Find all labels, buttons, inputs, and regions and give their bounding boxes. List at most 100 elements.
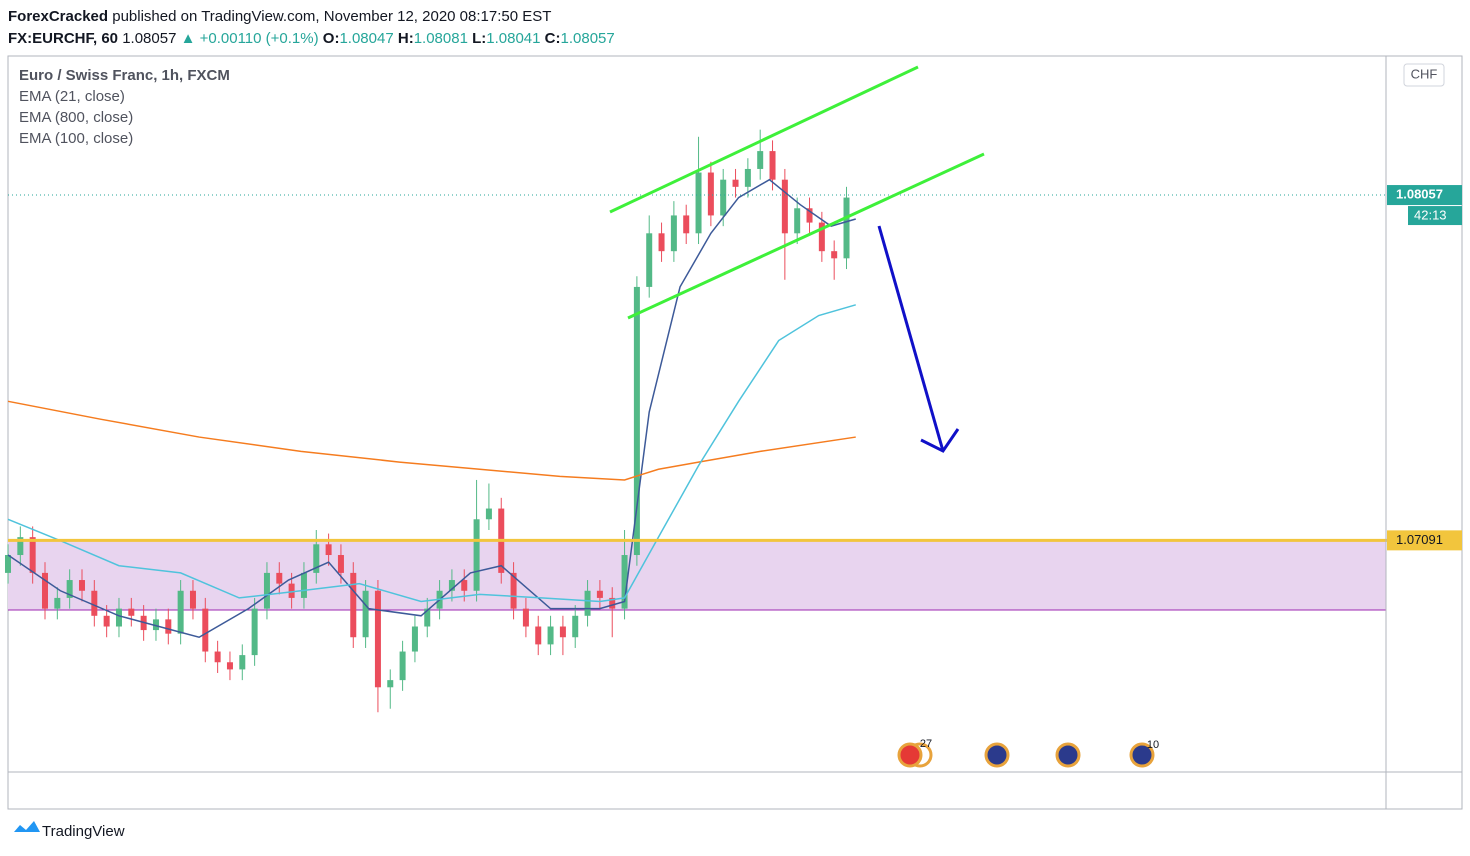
ema-line — [7, 304, 856, 603]
countdown: 42:13 — [1414, 207, 1447, 222]
ohlc-value: 1.08041 — [486, 30, 541, 47]
candle-body — [276, 572, 283, 584]
candle-body — [695, 172, 702, 234]
candle-body — [17, 537, 24, 556]
candle-body — [214, 651, 221, 663]
candle-body — [5, 555, 11, 573]
ohlc-label: H: — [397, 30, 414, 47]
candle-body — [54, 597, 61, 609]
candle-body — [115, 608, 122, 627]
candle-body — [818, 222, 825, 252]
candle-body — [350, 572, 357, 638]
candle-body — [535, 626, 542, 645]
events: 27 10 — [897, 738, 1159, 768]
currency-badge — [1403, 63, 1445, 87]
candle-body — [399, 651, 406, 681]
currency: CHF — [1411, 66, 1438, 81]
candle-body — [658, 233, 665, 252]
candle-body — [510, 572, 517, 609]
candle-body — [91, 590, 98, 616]
candle-body — [263, 572, 270, 609]
arrow-head — [920, 428, 960, 453]
candle-body — [473, 519, 480, 591]
symbol-line: FX:EURCHF, 60 1.08057 ▲ +0.00110 (+0.1%)… — [8, 28, 615, 50]
event-label: 10 — [1147, 739, 1159, 751]
candle-body — [781, 179, 788, 234]
symbol: FX:EURCHF, 60 — [8, 30, 119, 47]
candle-body — [621, 555, 628, 609]
candle-body — [424, 608, 431, 627]
candle-body — [596, 590, 603, 598]
candle-body — [794, 208, 801, 234]
ohlc-label: L: — [472, 30, 487, 47]
footer: TradingView — [42, 823, 125, 840]
candle-body — [559, 626, 566, 638]
logo — [14, 821, 40, 832]
candle-body — [300, 572, 307, 598]
ohlc-value: 1.08057 — [560, 30, 615, 47]
event-icon — [897, 742, 923, 768]
arrow — [877, 225, 945, 452]
candle-body — [288, 583, 295, 598]
zone — [8, 540, 1386, 610]
candle-body — [41, 572, 48, 609]
legend-entry: EMA (800, close) — [19, 109, 133, 126]
candle-body — [744, 168, 751, 187]
candle-body — [337, 555, 344, 573]
candle-body — [103, 615, 110, 627]
candle-body — [683, 215, 690, 234]
candle-body — [584, 590, 591, 616]
candle-body — [485, 508, 492, 520]
candle-body — [165, 619, 172, 634]
candle-body — [572, 615, 579, 638]
channel-line — [609, 65, 919, 214]
legend-entry: EMA (100, close) — [19, 130, 133, 147]
candle-body — [251, 608, 258, 656]
candle-body — [374, 590, 381, 688]
candle-body — [362, 590, 369, 638]
countdown-badge — [1408, 206, 1462, 226]
last-price-badge — [1387, 185, 1462, 206]
ohlc-value: 1.08047 — [339, 30, 394, 47]
candle-body — [769, 151, 776, 180]
event-icon — [984, 742, 1010, 768]
ohlc-value: 1.08081 — [413, 30, 468, 47]
candle-body — [806, 208, 813, 223]
candle-body — [239, 655, 246, 670]
candle-body — [707, 172, 714, 216]
published: published on TradingView.com, November 1… — [112, 8, 552, 25]
candle-body — [757, 151, 764, 169]
candle-body — [152, 619, 159, 631]
candle-body — [128, 608, 135, 616]
candle-body — [646, 233, 653, 287]
event-icon — [1055, 742, 1081, 768]
author: ForexCracked — [8, 8, 109, 25]
candle-body — [843, 197, 850, 259]
last-price-label: 1.08057 — [1396, 186, 1443, 201]
candle-body — [633, 286, 640, 556]
level-badge — [1387, 530, 1462, 551]
candle-body — [448, 580, 455, 591]
candle-body — [325, 544, 332, 556]
candle-body — [78, 580, 85, 591]
candle-body — [732, 179, 739, 187]
candle-body — [609, 597, 616, 609]
ema-line — [7, 400, 856, 481]
candle-body — [461, 580, 468, 591]
header: ForexCracked published on TradingView.co… — [8, 6, 615, 50]
ohlc-label: C: — [544, 30, 561, 47]
candle-body — [66, 580, 73, 598]
candle-body — [29, 537, 36, 573]
candle-body — [720, 179, 727, 216]
legend-entry: EMA (21, close) — [19, 88, 125, 105]
frame — [7, 55, 1463, 810]
channel-line — [627, 152, 985, 320]
ema-line — [7, 178, 856, 639]
candle-body — [177, 590, 184, 634]
candle-body — [189, 590, 196, 609]
drawings — [609, 65, 985, 453]
candle-body — [226, 662, 233, 670]
candle-body — [411, 626, 418, 652]
